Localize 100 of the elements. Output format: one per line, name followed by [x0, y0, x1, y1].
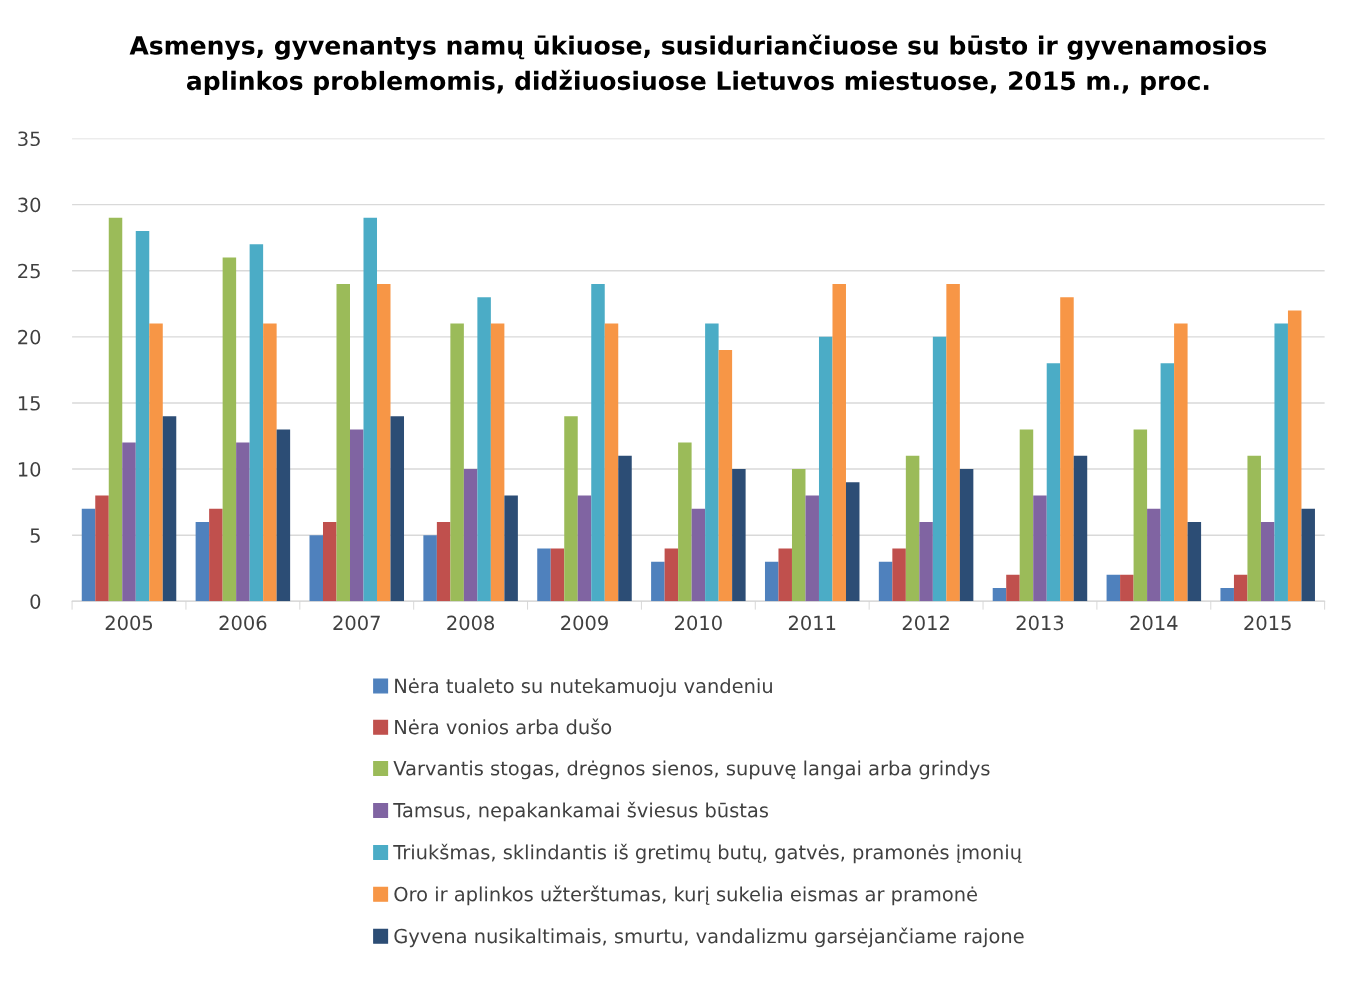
bar — [490, 323, 505, 602]
bar — [1019, 429, 1034, 602]
bar — [1106, 574, 1121, 602]
y-tick-label: 10 — [18, 462, 41, 477]
bar — [1120, 574, 1134, 602]
bar — [1287, 310, 1302, 602]
bar — [1060, 297, 1074, 602]
bar — [162, 416, 177, 602]
bar — [195, 521, 210, 602]
bar — [664, 548, 679, 602]
bar — [691, 508, 706, 602]
chart-title: Asmenys, gyvenantys namų ūkiuose, susiduriančiuose su būsto ir gyvenamosios aplinkos problemomis, didžiuosiuose Lietuvos miestuose, 2015 m., proc. — [129, 34, 1267, 96]
bar — [108, 217, 123, 602]
bar — [363, 217, 378, 602]
bar — [764, 561, 779, 602]
bar — [450, 323, 464, 602]
bar — [1073, 455, 1088, 602]
bar — [477, 297, 491, 602]
x-tick-label: 2012 — [902, 615, 949, 631]
bar — [932, 336, 947, 602]
bar — [323, 521, 337, 602]
bar — [705, 323, 719, 602]
bar — [905, 455, 920, 602]
legend-label: Varvantis stogas, drėgnos sienos, supuvę langai arba grindys — [393, 760, 990, 780]
legend-label: Gyvena nusikaltimais, smurtu, vandalizmu garsėjančiame rajone — [394, 927, 1024, 948]
bar — [1301, 508, 1315, 602]
bar — [390, 416, 405, 602]
bar — [377, 283, 391, 602]
bar — [651, 561, 665, 602]
bar — [805, 495, 819, 602]
bar — [718, 350, 733, 602]
legend-label: Tamsus, nepakankamai šviesus būstas — [393, 801, 768, 822]
x-tick-label: 2008 — [447, 615, 495, 631]
bar — [1147, 508, 1161, 602]
x-tick-label: 2013 — [1016, 615, 1064, 631]
x-tick-label: 2005 — [105, 615, 153, 631]
y-tick-label: 15 — [18, 396, 40, 411]
bar — [892, 548, 906, 602]
bar — [618, 455, 632, 602]
bar — [81, 508, 96, 602]
bar — [1247, 455, 1261, 602]
bar — [209, 508, 223, 602]
bar — [791, 469, 806, 602]
bar — [122, 442, 136, 602]
y-tick-label: 25 — [18, 263, 40, 279]
x-tick-label: 2011 — [788, 615, 836, 631]
bar — [1046, 363, 1061, 602]
bar — [1174, 323, 1188, 602]
bar — [350, 429, 364, 602]
x-tick-label: 2015 — [1244, 615, 1291, 631]
bar — [309, 535, 323, 602]
bar — [463, 469, 478, 602]
x-tick-label: 2014 — [1130, 615, 1178, 631]
bar — [550, 548, 565, 602]
x-tick-label: 2007 — [333, 615, 380, 631]
bar — [336, 283, 350, 602]
bar — [1006, 574, 1020, 602]
legend-label: Oro ir aplinkos užterštumas, kurį sukelia eismas ar pramonė — [394, 885, 977, 906]
bar — [732, 469, 746, 602]
bar — [222, 257, 237, 602]
bar — [564, 416, 578, 602]
bar — [604, 323, 619, 602]
bar — [436, 521, 451, 602]
y-tick-label: 0 — [30, 594, 41, 609]
bar — [504, 495, 518, 602]
bar — [577, 495, 592, 602]
bar — [263, 323, 277, 602]
bar — [832, 283, 846, 602]
bar — [1187, 521, 1202, 602]
legend-label: Nėra tualeto su nutekamuoju vandeniu — [395, 678, 772, 697]
bar — [1260, 521, 1275, 602]
bar — [845, 482, 860, 602]
bar — [678, 442, 692, 602]
bar — [1160, 363, 1175, 602]
bar — [423, 535, 437, 602]
x-tick-label: 2006 — [219, 615, 267, 631]
bar — [1033, 495, 1047, 602]
bar — [537, 548, 551, 602]
bar — [818, 336, 833, 602]
bar — [249, 244, 264, 602]
y-tick-label: 35 — [18, 131, 40, 147]
bar — [946, 283, 960, 602]
bar — [959, 469, 974, 602]
legend-label: Triukšmas, sklindantis iš gretimų butų, gatvės, pramonės įmonių — [393, 843, 1022, 864]
bar — [135, 231, 150, 602]
bar — [149, 323, 163, 602]
x-tick-label: 2010 — [675, 615, 722, 631]
bar — [236, 442, 250, 602]
bar — [1233, 574, 1248, 602]
bar — [778, 548, 792, 602]
bar — [1133, 429, 1148, 602]
bar — [591, 283, 605, 602]
legend-label: Nėra vonios arba dušo — [395, 718, 612, 735]
bar — [1220, 588, 1234, 602]
x-tick-label: 2009 — [561, 615, 608, 631]
bar — [95, 495, 109, 602]
y-tick-label: 5 — [30, 528, 40, 543]
bar — [276, 429, 291, 602]
y-tick-label: 30 — [18, 197, 41, 213]
y-tick-label: 20 — [18, 329, 41, 345]
